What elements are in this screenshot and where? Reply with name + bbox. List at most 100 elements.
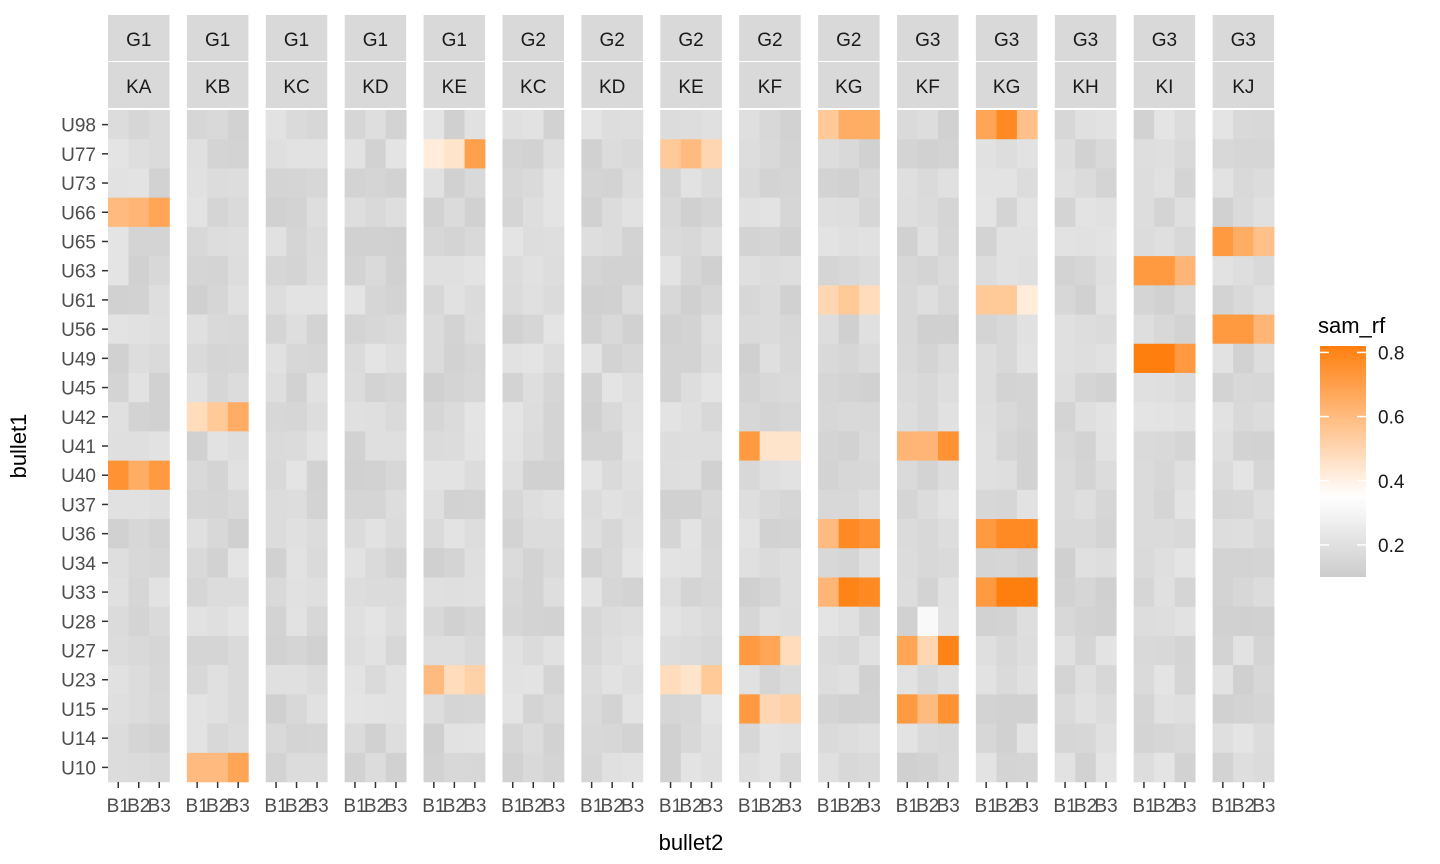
heatmap-cell — [975, 519, 997, 549]
heatmap-cell — [306, 723, 328, 754]
heatmap-cell — [1095, 548, 1117, 578]
heatmap-cell — [523, 723, 544, 754]
facet-key-label: KC — [283, 77, 309, 98]
heatmap-cell — [365, 635, 386, 666]
heatmap-cell — [1253, 197, 1275, 228]
heatmap-cell — [523, 139, 544, 169]
heatmap-cell — [464, 372, 486, 403]
heatmap-cell — [306, 314, 328, 345]
heatmap-cell — [464, 285, 486, 315]
heatmap-cell — [1054, 372, 1076, 403]
heatmap-cell — [306, 694, 328, 724]
heatmap-cell — [897, 110, 918, 140]
heatmap-cell — [581, 343, 603, 374]
facet-panel: G3 KH — [1054, 15, 1117, 783]
facet-group-label: G2 — [678, 30, 703, 51]
heatmap-cell — [938, 460, 959, 491]
heatmap-cell — [385, 226, 407, 257]
heatmap-cell — [601, 519, 623, 549]
heatmap-cell — [464, 694, 486, 724]
heatmap-cell — [739, 256, 760, 286]
heatmap-cell — [780, 226, 801, 257]
heatmap-cell — [108, 314, 129, 345]
heatmap-cell — [1233, 489, 1254, 520]
heatmap-cell — [739, 694, 760, 724]
heatmap-cell — [1174, 139, 1196, 169]
heatmap-cell — [759, 285, 781, 315]
heatmap-cell — [543, 460, 565, 491]
heatmap-cell — [660, 226, 682, 257]
heatmap-cell — [543, 139, 565, 169]
heatmap-cell — [344, 460, 366, 491]
facet-strip-key — [265, 62, 328, 108]
y-tick-label: U49 — [61, 349, 96, 370]
heatmap-cell — [818, 577, 839, 607]
heatmap-cell — [601, 402, 623, 432]
heatmap-cell — [759, 197, 781, 228]
facet-key-label: KD — [362, 77, 388, 98]
heatmap-cell — [859, 548, 880, 578]
heatmap-cell — [502, 489, 524, 520]
y-tick-label: U15 — [61, 700, 96, 721]
heatmap-cell — [186, 285, 208, 315]
x-tick-label: B3 — [542, 796, 565, 817]
heatmap-cell — [780, 343, 801, 374]
legend-title: sam_rf — [1318, 313, 1386, 338]
heatmap-cell — [286, 519, 308, 549]
heatmap-cell — [543, 226, 565, 257]
heatmap-cell — [128, 343, 150, 374]
heatmap-cell — [344, 402, 366, 432]
heatmap-cell — [1174, 285, 1196, 315]
facet-strip-group — [423, 15, 486, 61]
facet-panel: G3 KG — [975, 15, 1038, 783]
heatmap-cell — [227, 285, 249, 315]
heatmap-cell — [265, 372, 287, 403]
heatmap-cell — [1133, 285, 1155, 315]
heatmap-cell — [523, 197, 544, 228]
heatmap-cell — [938, 635, 959, 666]
heatmap-cell — [128, 110, 150, 140]
heatmap-cell — [365, 285, 386, 315]
heatmap-cell — [1253, 752, 1275, 783]
facet-panel: G1 KE — [423, 15, 486, 783]
heatmap-cell — [581, 285, 603, 315]
heatmap-cell — [543, 285, 565, 315]
heatmap-cell — [917, 752, 939, 783]
heatmap-cell — [622, 197, 644, 228]
heatmap-cell — [444, 314, 465, 345]
heatmap-cell — [306, 665, 328, 695]
heatmap-cell — [859, 139, 880, 169]
facet-key-label: KA — [126, 77, 152, 98]
heatmap-cell — [975, 665, 997, 695]
facet-strip-key — [423, 62, 486, 108]
heatmap-cell — [523, 256, 544, 286]
heatmap-cell — [227, 110, 249, 140]
facet-strip-group — [739, 15, 801, 61]
heatmap-cell — [1016, 606, 1038, 637]
heatmap-cell — [186, 402, 208, 432]
heatmap-cell — [523, 431, 544, 461]
heatmap-cell — [207, 168, 229, 198]
heatmap-cell — [780, 723, 801, 754]
heatmap-cell — [581, 372, 603, 403]
heatmap-cell — [701, 723, 723, 754]
heatmap-cell — [1016, 256, 1038, 286]
heatmap-cell — [680, 402, 702, 432]
heatmap-cell — [1075, 372, 1097, 403]
heatmap-cell — [680, 723, 702, 754]
facet-group-label: G1 — [442, 30, 467, 51]
heatmap-cell — [385, 372, 407, 403]
heatmap-cell — [838, 577, 860, 607]
heatmap-cell — [464, 139, 486, 169]
heatmap-cell — [227, 489, 249, 520]
heatmap-cell — [1133, 402, 1155, 432]
facet-key-label: KH — [1072, 77, 1098, 98]
y-tick-label: U34 — [61, 554, 96, 575]
heatmap-cell — [897, 519, 918, 549]
heatmap-cell — [859, 431, 880, 461]
legend-tick-label: 0.4 — [1378, 472, 1405, 493]
heatmap-cell — [502, 226, 524, 257]
heatmap-cell — [739, 548, 760, 578]
heatmap-cell — [739, 460, 760, 491]
heatmap-cell — [660, 285, 682, 315]
